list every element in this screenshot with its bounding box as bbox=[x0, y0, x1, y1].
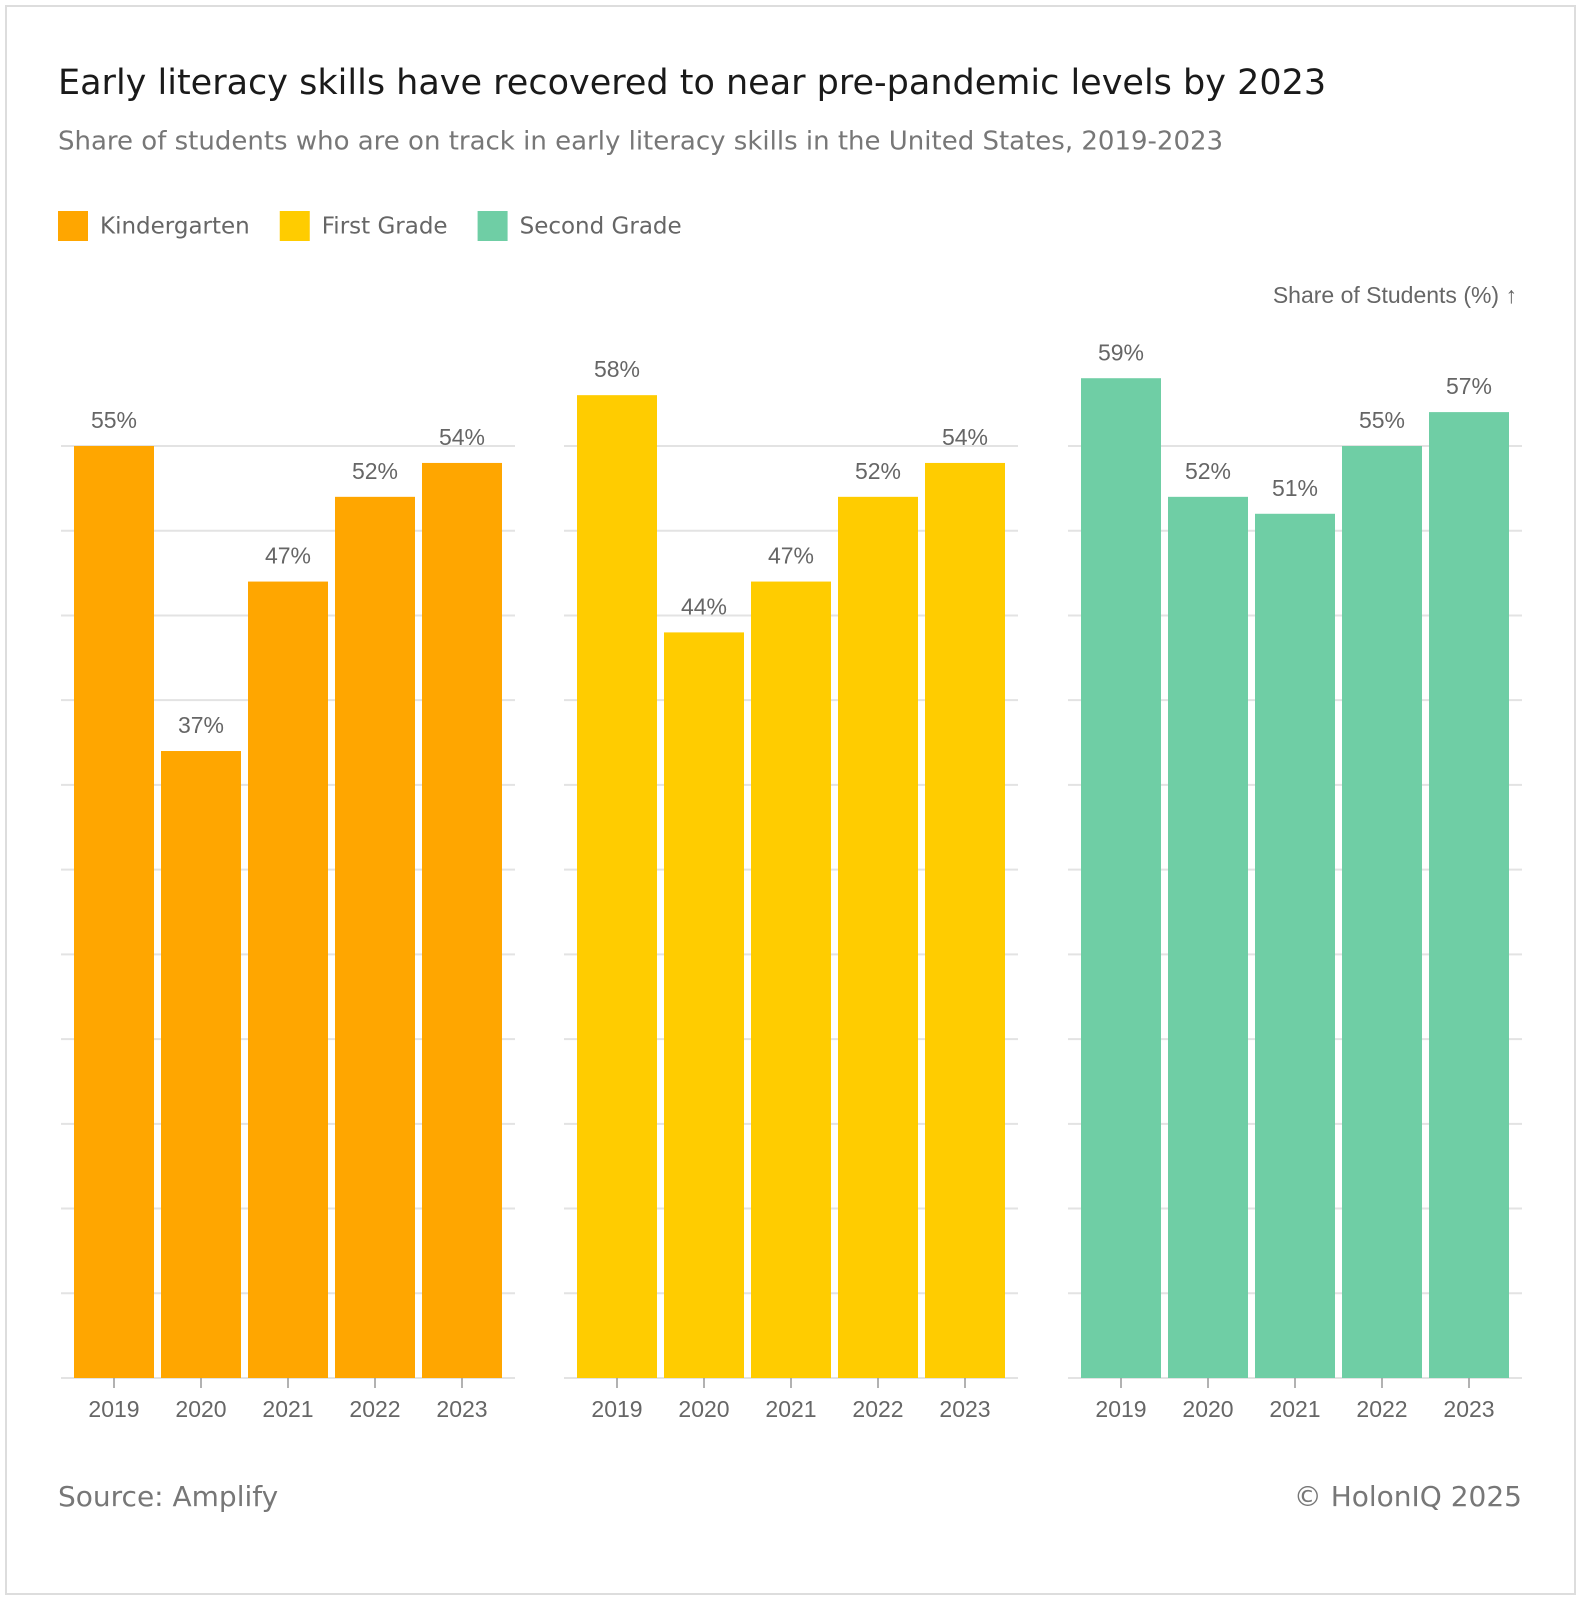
legend-label: Second Grade bbox=[520, 214, 682, 240]
bar bbox=[664, 632, 744, 1378]
value-label: 52% bbox=[1185, 458, 1231, 484]
x-tick-label: 2020 bbox=[1182, 1396, 1233, 1422]
legend-swatch bbox=[58, 211, 88, 241]
bar bbox=[925, 462, 1005, 1379]
x-tick-label: 2021 bbox=[1269, 1396, 1320, 1422]
x-tick-label: 2023 bbox=[436, 1396, 487, 1422]
value-label: 54% bbox=[439, 424, 485, 450]
x-tick-label: 2022 bbox=[1356, 1396, 1407, 1422]
x-tick-label: 2019 bbox=[1095, 1396, 1146, 1422]
bar bbox=[1255, 513, 1335, 1378]
value-label: 55% bbox=[91, 407, 137, 433]
x-tick-label: 2023 bbox=[1443, 1396, 1494, 1422]
bar bbox=[335, 496, 415, 1378]
value-label: 37% bbox=[178, 712, 224, 738]
bar bbox=[1168, 496, 1248, 1378]
legend-label: First Grade bbox=[322, 214, 448, 240]
bar bbox=[1342, 446, 1422, 1378]
value-label: 54% bbox=[942, 424, 988, 450]
value-label: 55% bbox=[1359, 407, 1405, 433]
value-label: 57% bbox=[1446, 373, 1492, 399]
bar bbox=[1081, 378, 1161, 1379]
chart-title: Early literacy skills have recovered to … bbox=[58, 63, 1326, 103]
x-tick-label: 2020 bbox=[678, 1396, 729, 1422]
bar bbox=[422, 462, 502, 1379]
value-label: 52% bbox=[855, 458, 901, 484]
bar bbox=[161, 751, 241, 1378]
x-tick-label: 2023 bbox=[939, 1396, 990, 1422]
x-tick-label: 2019 bbox=[88, 1396, 139, 1422]
bar bbox=[248, 581, 328, 1378]
legend-label: Kindergarten bbox=[100, 214, 250, 240]
bar bbox=[1429, 412, 1509, 1378]
legend-swatch bbox=[279, 211, 310, 241]
x-tick-label: 2021 bbox=[262, 1396, 313, 1422]
value-label: 44% bbox=[681, 593, 727, 619]
value-label: 47% bbox=[265, 543, 311, 569]
value-label: 52% bbox=[352, 458, 398, 484]
y-axis-label: Share of Students (%) ↑ bbox=[1273, 282, 1517, 308]
x-tick-label: 2021 bbox=[765, 1396, 816, 1422]
value-label: 59% bbox=[1098, 339, 1144, 365]
x-tick-label: 2022 bbox=[852, 1396, 903, 1422]
x-tick-label: 2019 bbox=[591, 1396, 642, 1422]
source: Source: Amplify bbox=[58, 1480, 278, 1513]
bar bbox=[838, 496, 918, 1378]
chart-subtitle: Share of students who are on track in ea… bbox=[58, 127, 1223, 157]
credit: © HolonIQ 2025 bbox=[1294, 1480, 1522, 1513]
value-label: 51% bbox=[1272, 475, 1318, 501]
bar bbox=[74, 446, 154, 1378]
value-label: 47% bbox=[768, 543, 814, 569]
x-tick-label: 2022 bbox=[349, 1396, 400, 1422]
bar bbox=[577, 395, 657, 1378]
value-label: 58% bbox=[594, 356, 640, 382]
bar bbox=[751, 581, 831, 1378]
legend-swatch bbox=[477, 211, 508, 241]
x-tick-label: 2020 bbox=[175, 1396, 226, 1422]
